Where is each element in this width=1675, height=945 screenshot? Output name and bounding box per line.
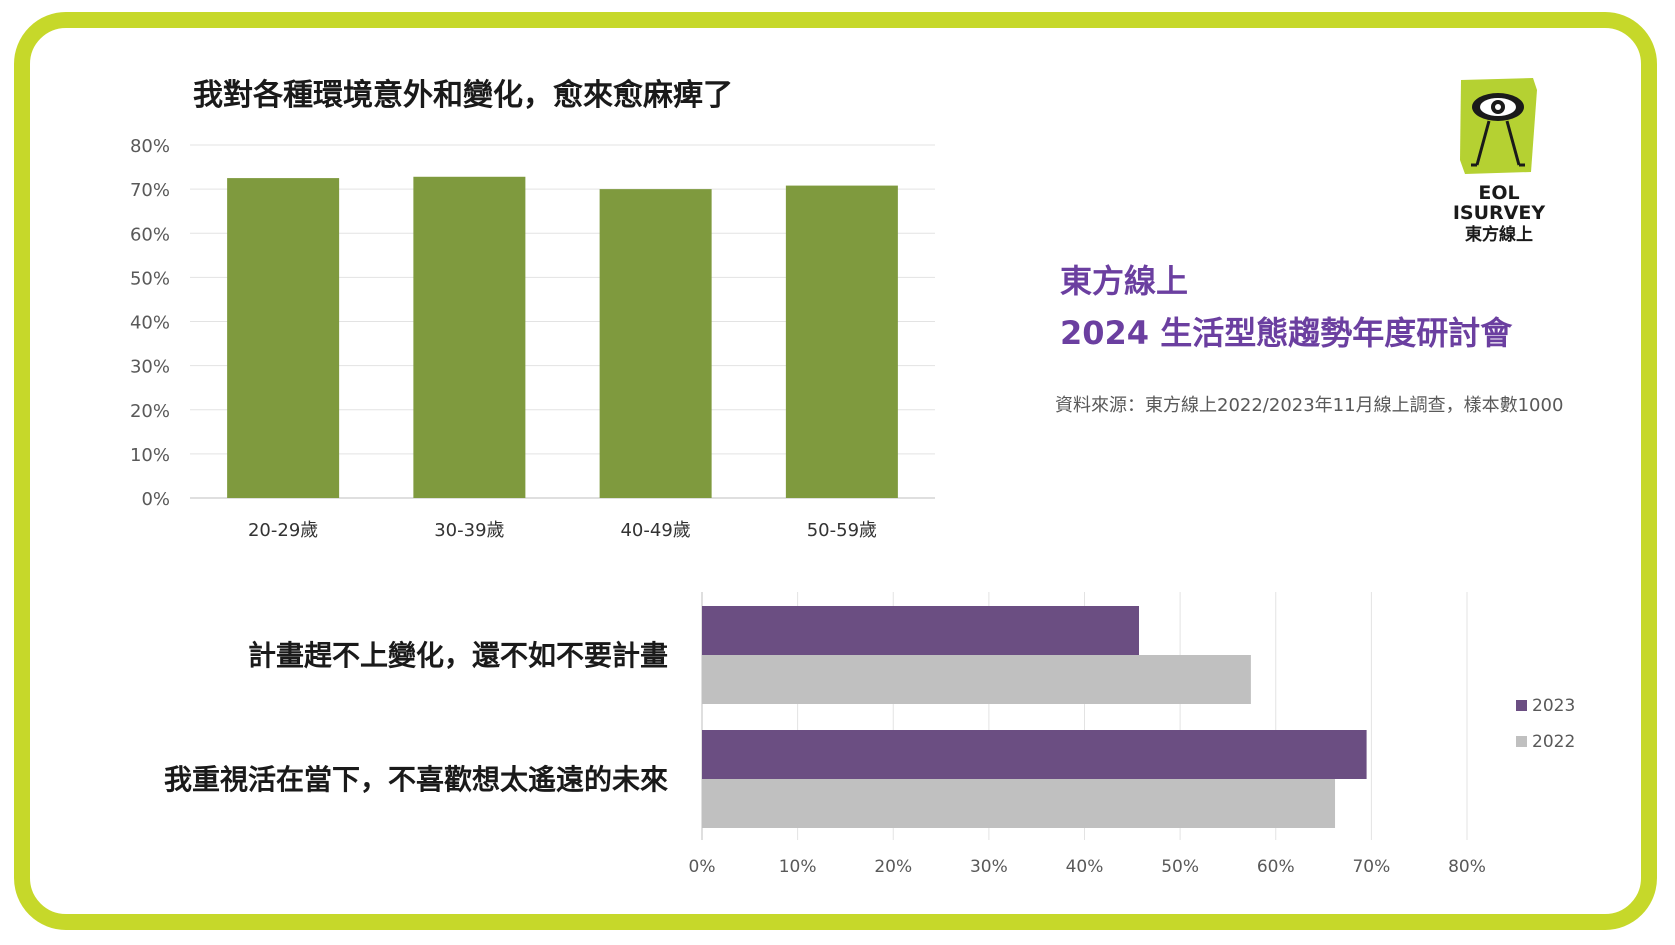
legend-swatch-2023 [1516, 700, 1527, 711]
x-tick-label: 80% [1448, 857, 1486, 877]
category-label: 計畫趕不上變化，還不如不要計畫 [248, 639, 668, 672]
logo-chinese-text: 東方線上 [1465, 224, 1533, 245]
x-tick-label: 40% [1066, 857, 1104, 877]
age-bar-chart: 0% 10% 20% 30% 40% 50% 60% 70% 80% 20-29歲 30-39歲 40… [130, 136, 935, 541]
event-company: 東方線上 [1060, 262, 1188, 300]
logo-isurvey-text: ISURVEY [1453, 202, 1545, 224]
x-tick-label: 40-49歲 [620, 520, 690, 541]
year-comparison-chart: 0% 10% 20% 30% 40% 50% 60% 70% 80% 計畫趕不上變化，還不如不要計… [164, 592, 1575, 877]
bar-2023 [702, 606, 1140, 655]
x-tick-label: 20% [874, 857, 912, 877]
bar-chart-title: 我對各種環境意外和變化，愈來愈麻痺了 [193, 78, 733, 113]
x-tick-label: 60% [1257, 857, 1295, 877]
x-tick-label: 0% [689, 857, 716, 877]
legend-label: 2022 [1532, 732, 1575, 752]
bar-2022 [702, 779, 1336, 828]
y-tick-label: 70% [130, 180, 170, 201]
y-tick-label: 0% [141, 489, 170, 510]
legend-label: 2023 [1532, 696, 1575, 716]
x-tick-label: 50% [1161, 857, 1199, 877]
bar-2022 [702, 655, 1251, 704]
x-tick-label: 30-39歲 [434, 520, 504, 541]
x-tick-label: 20-29歲 [248, 520, 318, 541]
legend-swatch-2022 [1516, 736, 1527, 747]
event-title: 2024 生活型態趨勢年度研討會 [1060, 314, 1513, 352]
y-tick-label: 60% [130, 224, 170, 245]
eye-figure-icon [1460, 78, 1537, 174]
category-label: 我重視活在當下，不喜歡想太遙遠的未來 [164, 763, 668, 796]
y-tick-label: 40% [130, 313, 170, 334]
y-tick-label: 10% [130, 445, 170, 466]
x-tick-label: 10% [779, 857, 817, 877]
source-note: 資料來源：東方線上2022/2023年11月線上調查，樣本數1000 [1055, 395, 1563, 416]
bar [413, 176, 526, 498]
y-tick-label: 50% [130, 268, 170, 289]
y-tick-label: 80% [130, 136, 170, 157]
eol-isurvey-logo: EOL ISURVEY 東方線上 [1453, 78, 1545, 245]
bar [227, 178, 340, 498]
bar [785, 185, 898, 498]
x-tick-label: 30% [970, 857, 1008, 877]
bar-2023 [702, 730, 1367, 779]
logo-eol-text: EOL [1478, 182, 1519, 204]
x-tick-label: 70% [1352, 857, 1390, 877]
bar [599, 189, 712, 498]
x-tick-label: 50-59歲 [807, 520, 877, 541]
y-tick-label: 30% [130, 357, 170, 378]
y-tick-label: 20% [130, 401, 170, 422]
